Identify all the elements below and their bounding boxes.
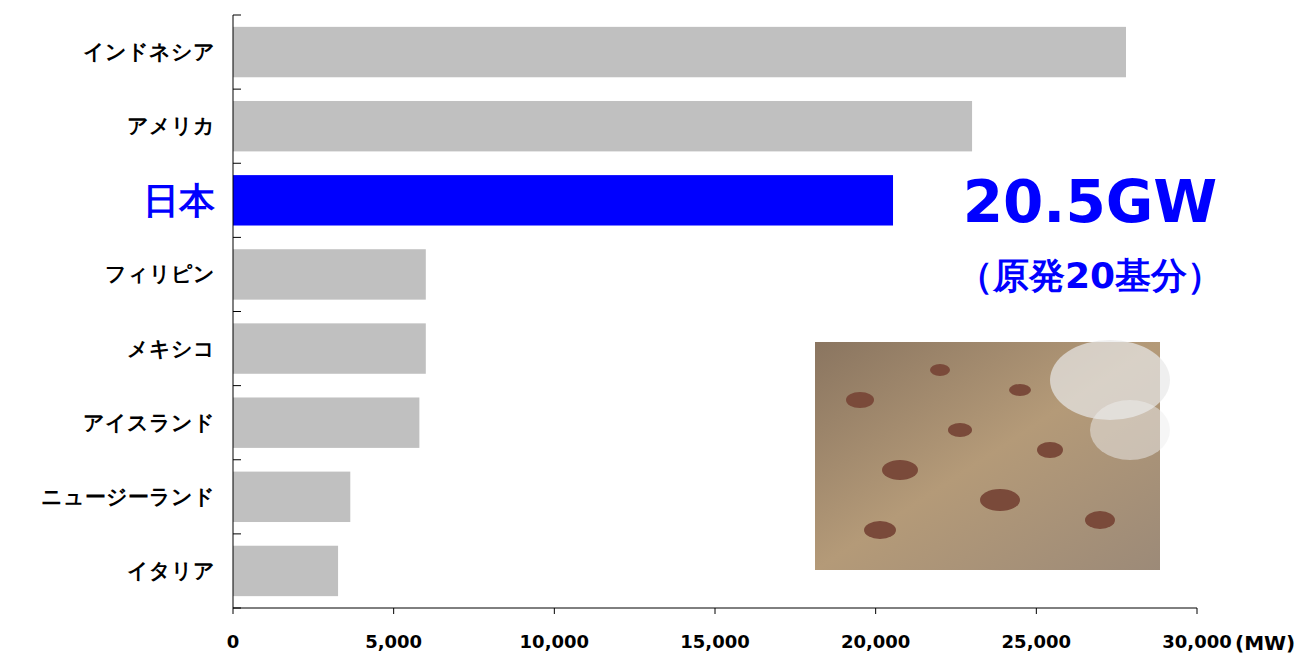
- category-label: 日本: [143, 180, 215, 221]
- x-tick: [233, 608, 234, 614]
- y-tick: [233, 89, 241, 90]
- x-tick-label: 25,000: [1002, 631, 1071, 652]
- x-tick-label: 0: [227, 631, 240, 652]
- x-tick-label: 5,000: [365, 631, 422, 652]
- y-tick: [233, 459, 241, 460]
- photo-rock: [980, 489, 1020, 511]
- photo-rock: [864, 521, 896, 539]
- annotation: 20.5GW: [963, 168, 1218, 236]
- bar: [233, 101, 972, 151]
- y-tick: [233, 385, 241, 386]
- photo: [815, 340, 1170, 570]
- photo-rock: [948, 423, 972, 437]
- x-tick-label: 30,000: [1162, 631, 1231, 652]
- y-tick: [233, 15, 241, 16]
- y-tick: [233, 533, 241, 534]
- x-tick-label: 20,000: [841, 631, 910, 652]
- bar: [233, 323, 426, 373]
- category-label: インドネシア: [83, 40, 215, 64]
- x-tick: [393, 608, 394, 614]
- y-tick: [233, 311, 241, 312]
- x-tick-label: 15,000: [680, 631, 749, 652]
- x-tick: [1197, 608, 1198, 614]
- photo-rock: [930, 364, 950, 376]
- x-tick: [875, 608, 876, 614]
- y-tick: [233, 163, 241, 164]
- annotation: （原発20基分）: [957, 255, 1223, 296]
- category-label: メキシコ: [127, 337, 215, 361]
- chart: インドネシアアメリカ日本フィリピンメキシコアイスランドニュージーランドイタリア 0…: [0, 0, 1315, 664]
- photo-rock: [1009, 384, 1031, 396]
- category-label: アメリカ: [127, 114, 215, 138]
- category-label: フィリピン: [105, 262, 215, 286]
- photo-rock: [1037, 442, 1063, 458]
- photo-rock: [882, 460, 918, 480]
- x-tick-label: 10,000: [520, 631, 589, 652]
- bar: [233, 27, 1126, 77]
- photo-rock: [1085, 511, 1115, 529]
- x-axis-label: (MW): [1235, 631, 1295, 655]
- x-tick: [715, 608, 716, 614]
- x-tick: [554, 608, 555, 614]
- photo-steam: [1090, 400, 1170, 460]
- bar: [233, 175, 893, 225]
- y-tick: [233, 237, 241, 238]
- bars: [233, 27, 1126, 596]
- bar: [233, 472, 350, 522]
- category-label: イタリア: [127, 559, 215, 583]
- photo-rock: [846, 392, 874, 408]
- x-tick: [1036, 608, 1037, 614]
- bar: [233, 397, 419, 447]
- bar: [233, 546, 338, 596]
- category-label: アイスランド: [83, 411, 215, 435]
- bar: [233, 249, 426, 299]
- category-label: ニュージーランド: [41, 485, 215, 509]
